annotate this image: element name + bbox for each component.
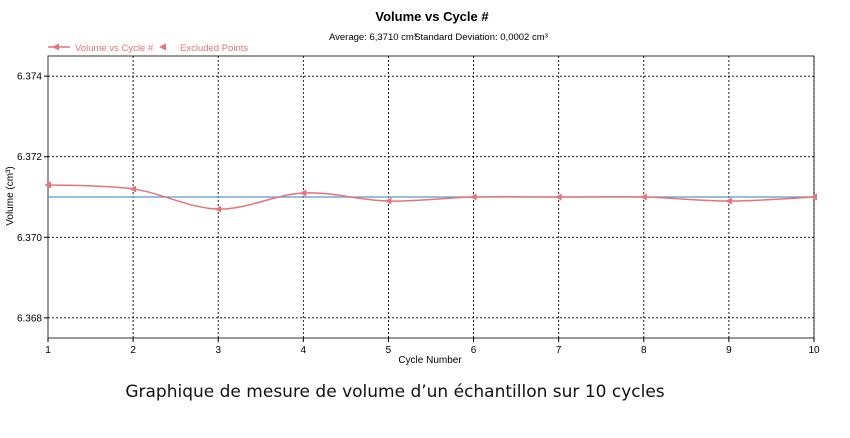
data-point (129, 185, 137, 193)
x-tick-label: 2 (130, 345, 136, 356)
x-tick-label: 3 (215, 345, 221, 356)
data-point (299, 189, 307, 197)
x-tick-label: 7 (556, 345, 562, 356)
series-line (47, 184, 815, 210)
data-point (470, 193, 477, 201)
y-axis-label: Volume (cm³) (5, 166, 16, 225)
legend-item-excluded: Excluded Points (180, 43, 248, 54)
y-tick-label: 6.374 (17, 72, 42, 83)
x-tick-label: 5 (386, 345, 392, 356)
figure-caption: Graphique de mesure de volume d’un échan… (125, 382, 665, 402)
stddev-label: Standard Deviation: 0,0002 cm³ (414, 32, 548, 43)
x-tick-label: 1 (45, 345, 51, 356)
data-point (214, 205, 222, 213)
data-point (44, 181, 51, 189)
x-tick-label: 4 (301, 345, 307, 356)
x-tick-label: 6 (471, 345, 477, 356)
x-tick-label: 8 (641, 345, 647, 356)
volume-chart: 1 2 3 4 5 6 7 8 9 10 6.368 6.370 6.372 6.374 Volume v… (5, 9, 820, 366)
data-point (640, 193, 647, 201)
average-label: Average: 6,3710 cm³ (329, 32, 417, 43)
legend-marker-icon (52, 43, 59, 51)
data-point (384, 197, 392, 205)
data-point (810, 193, 817, 201)
legend: Volume vs Cycle # Excluded Points (48, 43, 248, 54)
data-point (725, 197, 732, 205)
data-point (555, 193, 562, 201)
x-tick-label: 10 (808, 345, 820, 356)
legend-excluded-marker-icon (159, 43, 166, 51)
chart-title: Volume vs Cycle # (375, 9, 489, 24)
x-axis-label: Cycle Number (398, 355, 462, 366)
legend-item-volume: Volume vs Cycle # (75, 43, 154, 54)
y-tick-label: 6.372 (17, 152, 42, 163)
x-tick-label: 9 (726, 345, 732, 356)
y-tick-label: 6.370 (17, 233, 42, 244)
y-tick-label: 6.368 (17, 313, 42, 324)
